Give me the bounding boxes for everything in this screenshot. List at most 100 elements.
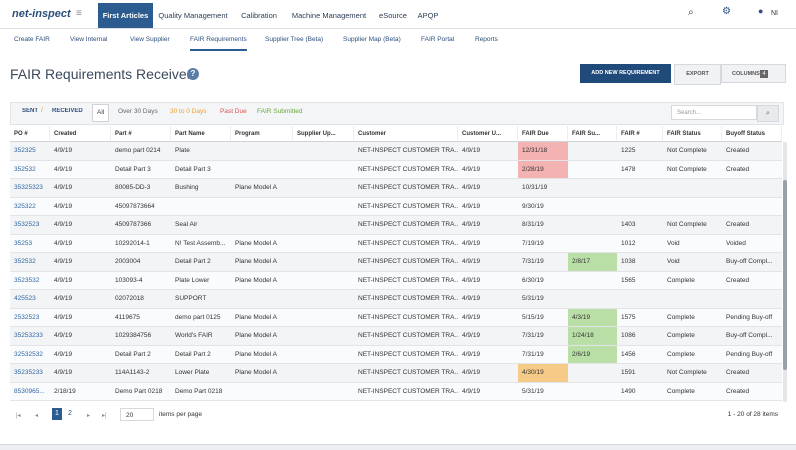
user-name[interactable]: NI [771,10,778,17]
filter-tab[interactable]: FAIR Submitted [257,108,303,115]
column-header[interactable]: FAIR Due [518,126,568,142]
column-header[interactable]: Customer [354,126,458,142]
table-row [10,142,782,161]
table-cell: 1225 [621,147,636,154]
sub-nav-item[interactable]: FAIR Portal [421,36,455,43]
search-button[interactable]: ⌕ [757,105,779,122]
column-header[interactable]: PO # [10,126,50,142]
nav-item[interactable]: eSource [379,11,407,20]
table-cell: Buy-off Compl... [726,332,773,339]
column-header[interactable]: FAIR Status [663,126,722,142]
column-header[interactable]: Part # [111,126,171,142]
table-row [10,364,782,383]
table-cell: Created [726,147,750,154]
table-cell: 1012 [621,239,636,247]
column-header[interactable]: FAIR Su... [568,126,617,142]
search-icon[interactable]: ⌕ [688,7,694,18]
sub-nav-item[interactable]: Reports [475,36,498,43]
search-input[interactable]: Search... [671,105,757,120]
settings-icon[interactable]: ⚙ [722,6,731,17]
button[interactable]: COLUMNS [721,64,786,83]
nav-item[interactable]: Quality Management [158,11,228,20]
po-link[interactable]: 325322 [14,202,36,210]
button[interactable]: EXPORT [674,64,721,85]
pager-last[interactable]: ▸| [102,413,107,419]
column-header[interactable]: Supplier Up... [293,126,354,142]
po-link[interactable]: 3523532 [14,276,40,284]
column-header[interactable]: Part Name [171,126,231,142]
table-cell: 4/9/19 [462,239,481,247]
column-header[interactable]: Created [50,126,111,142]
table-cell: 4/9/19 [54,221,73,228]
table-cell: Voided [726,239,746,247]
sub-nav-item[interactable]: Create FAIR [14,36,50,43]
scrollbar-thumb [783,180,787,370]
button[interactable]: ADD NEW REQUIREMENT [580,64,671,83]
nav-item[interactable]: Machine Management [291,11,367,20]
po-link[interactable]: 35253 [14,239,33,247]
table-cell: 4/9/19 [462,184,481,191]
table-cell: 4/30/19 [518,364,568,382]
filter-tab[interactable]: 30 to 0 Days [170,108,207,115]
filter-tab[interactable]: All [92,104,110,122]
table-cell: 7/31/19 [522,258,544,265]
pager-prev[interactable]: ◂ [35,413,39,419]
pager-next[interactable]: ▸ [87,413,91,419]
table-cell: 1490 [621,387,636,395]
help-icon[interactable]: ? [187,68,199,80]
sub-nav-item[interactable]: Supplier Tree (Beta) [265,36,324,43]
po-link[interactable]: 2532523 [14,313,40,321]
po-link[interactable]: 3532523 [14,221,40,228]
nav-item[interactable]: Calibration [241,11,277,20]
table-cell: Plate Lower [175,276,210,284]
user-icon[interactable]: ● [758,6,764,16]
columns-count: 4 [760,70,768,78]
table-cell: 4/9/19 [54,295,73,302]
sub-nav-item[interactable]: View Supplier [130,36,170,43]
pager-first[interactable]: |◂ [16,413,21,419]
po-link[interactable]: 352532 [14,258,36,265]
column-header[interactable]: FAIR # [617,126,663,142]
po-link[interactable]: 425523 [14,295,36,302]
table-cell: 4/9/19 [462,165,481,173]
menu-icon: ≡ [76,8,82,19]
page-size-select[interactable]: 20 [120,408,154,421]
column-header[interactable]: Program [231,126,293,142]
table-cell: Detail Part 2 [175,350,211,358]
table-cell: 2/8/17 [568,253,617,271]
sub-nav-item[interactable]: FAIR Requirements [190,29,247,51]
filter-tab[interactable]: Past Due [220,108,247,115]
table-cell: Not Complete [667,165,707,173]
table-cell: NET-INSPECT CUSTOMER TRA... [358,350,458,358]
page-number[interactable]: 2 [68,410,72,417]
po-link[interactable]: 8530965... [14,387,45,395]
table-cell: Not Complete [667,221,707,228]
received-toggle[interactable]: RECEIVED [52,108,83,114]
nav-item[interactable]: APQP [417,11,439,20]
table-cell: NET-INSPECT CUSTOMER TRA... [358,147,458,154]
po-link[interactable]: 35325323 [14,184,43,191]
column-header[interactable]: Buyoff Status [722,126,782,142]
nav-item[interactable]: First Articles [98,3,153,28]
po-link[interactable]: 352532 [14,165,36,173]
table-cell: 4/9/19 [54,184,73,191]
column-header[interactable]: Customer U... [458,126,518,142]
po-link[interactable]: 35235233 [14,369,43,376]
sub-nav-item[interactable]: View Internal [70,36,108,43]
table-row [10,197,782,216]
sent-toggle[interactable]: SENT [22,108,39,114]
table-row [10,271,782,290]
sub-nav-item[interactable]: Supplier Map (Beta) [343,36,401,43]
po-link[interactable]: 352325 [14,147,36,154]
table-cell: 2003004 [115,258,141,265]
page-number[interactable]: 1 [52,408,62,420]
po-link[interactable]: 32532532 [14,350,43,358]
table-cell: Void [667,258,680,265]
po-link[interactable]: 35253233 [14,332,43,339]
table-cell: 10/31/19 [522,184,548,191]
table-cell: 4/9/19 [462,202,481,210]
table-cell: NET-INSPECT CUSTOMER TRA... [358,369,458,376]
table-cell: Demo Part 0218 [115,387,163,395]
table-cell: Complete [667,387,695,395]
filter-tab[interactable]: Over 30 Days [118,108,158,115]
